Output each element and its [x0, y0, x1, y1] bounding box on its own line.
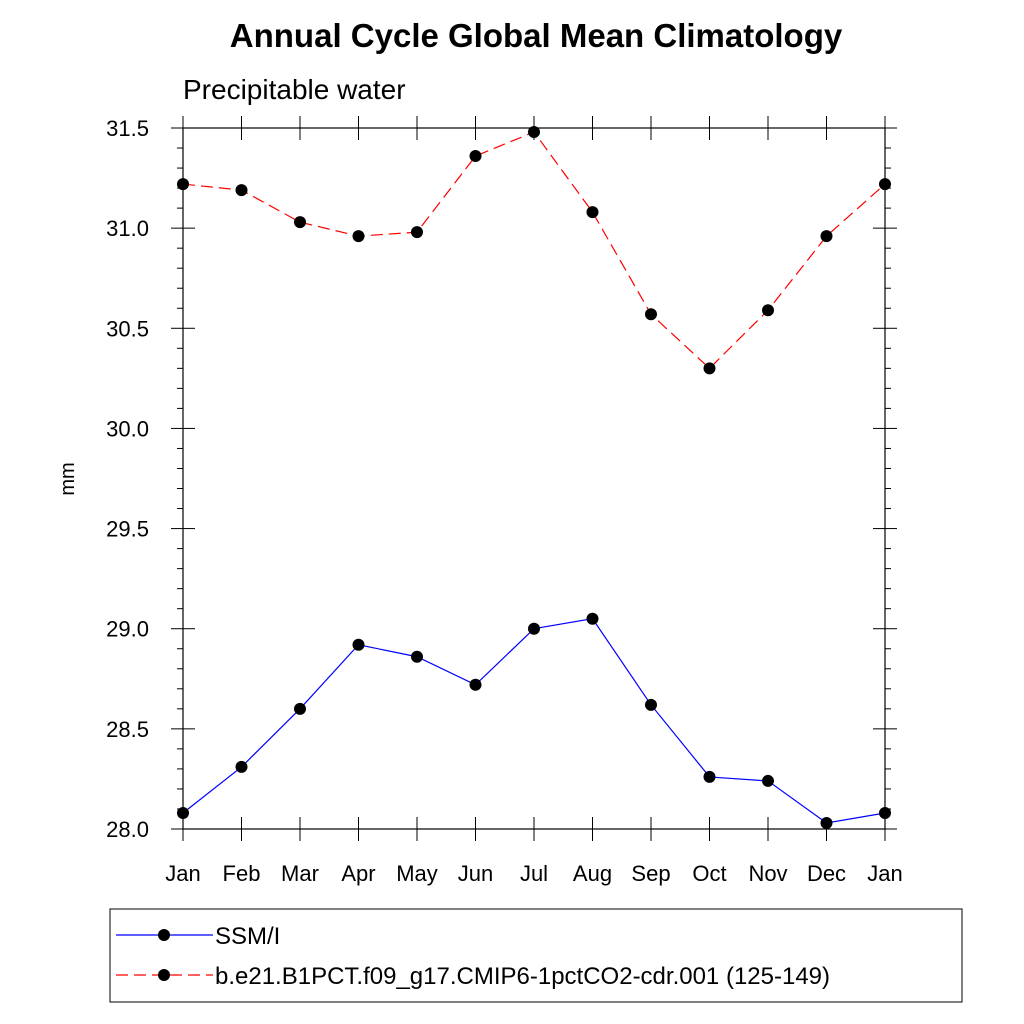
- y-tick-label: 31.0: [106, 216, 149, 241]
- x-tick-label: Jan: [165, 861, 200, 886]
- data-point: [879, 806, 891, 819]
- data-point: [235, 184, 248, 197]
- data-point: [586, 206, 599, 219]
- x-tick-label: Feb: [223, 861, 261, 886]
- data-point: [703, 362, 716, 375]
- data-point: [645, 698, 657, 711]
- data-point: [352, 230, 365, 243]
- y-tick-label: 29.0: [106, 617, 149, 642]
- data-point: [352, 638, 365, 651]
- legend-marker-1: [158, 929, 170, 941]
- y-tick-label: 31.5: [106, 116, 149, 141]
- data-point: [820, 230, 833, 243]
- data-point: [703, 770, 716, 783]
- legend: SSM/I b.e21.B1PCT.f09_g17.CMIP6-1pctCO2-c…: [109, 908, 963, 1003]
- legend-box: [109, 908, 963, 1003]
- plot-frame: [182, 127, 886, 830]
- data-point: [820, 816, 833, 829]
- data-point: [879, 178, 891, 191]
- x-tick-label: Apr: [341, 861, 375, 886]
- data-point: [294, 702, 306, 715]
- series-line: [182, 618, 886, 824]
- data-point: [469, 678, 482, 691]
- data-point: [469, 150, 482, 163]
- data-point: [528, 622, 540, 635]
- data-point: [645, 308, 657, 321]
- legend-marker-2: [158, 969, 170, 981]
- legend-label-1: SSM/I: [215, 923, 280, 950]
- series-1: [177, 612, 891, 829]
- data-point: [235, 760, 248, 773]
- x-tick-label: Jul: [520, 861, 548, 886]
- data-point: [762, 774, 774, 787]
- x-tick-label: Aug: [573, 861, 612, 886]
- data-point: [411, 650, 423, 663]
- chart-title: Annual Cycle Global Mean Climatology: [230, 17, 843, 54]
- y-axis-label: mm: [57, 462, 79, 495]
- series-line: [182, 131, 886, 370]
- y-tick-label: 28.0: [106, 817, 149, 842]
- series-2: [177, 126, 891, 375]
- data-point: [411, 226, 423, 239]
- axes-layer: 28.0 28.5 29.0 29.5 30.0 30.5 31.0 31.5 Jan Feb Ma…: [106, 116, 903, 886]
- data-point: [177, 806, 189, 819]
- data-point: [586, 612, 599, 625]
- x-tick-label: Oct: [692, 861, 726, 886]
- x-tick-label: Nov: [748, 861, 787, 886]
- data-point: [528, 126, 540, 139]
- data-point: [762, 304, 774, 317]
- x-tick-label: Jun: [458, 861, 493, 886]
- legend-label-2: b.e21.B1PCT.f09_g17.CMIP6-1pctCO2-cdr.00…: [215, 963, 830, 990]
- data-point: [177, 178, 189, 191]
- x-tick-label: Mar: [281, 861, 319, 886]
- y-tick-label: 29.5: [106, 517, 149, 542]
- chart-subtitle: Precipitable water: [183, 74, 406, 105]
- y-tick-label: 30.5: [106, 316, 149, 341]
- y-tick-label: 30.0: [106, 416, 149, 441]
- data-point: [294, 216, 306, 229]
- y-tick-label: 28.5: [106, 717, 149, 742]
- x-tick-label: Jan: [867, 861, 902, 886]
- series-layer: [177, 126, 891, 829]
- x-tick-label: May: [396, 861, 438, 886]
- x-tick-label: Dec: [807, 861, 846, 886]
- x-tick-label: Sep: [631, 861, 670, 886]
